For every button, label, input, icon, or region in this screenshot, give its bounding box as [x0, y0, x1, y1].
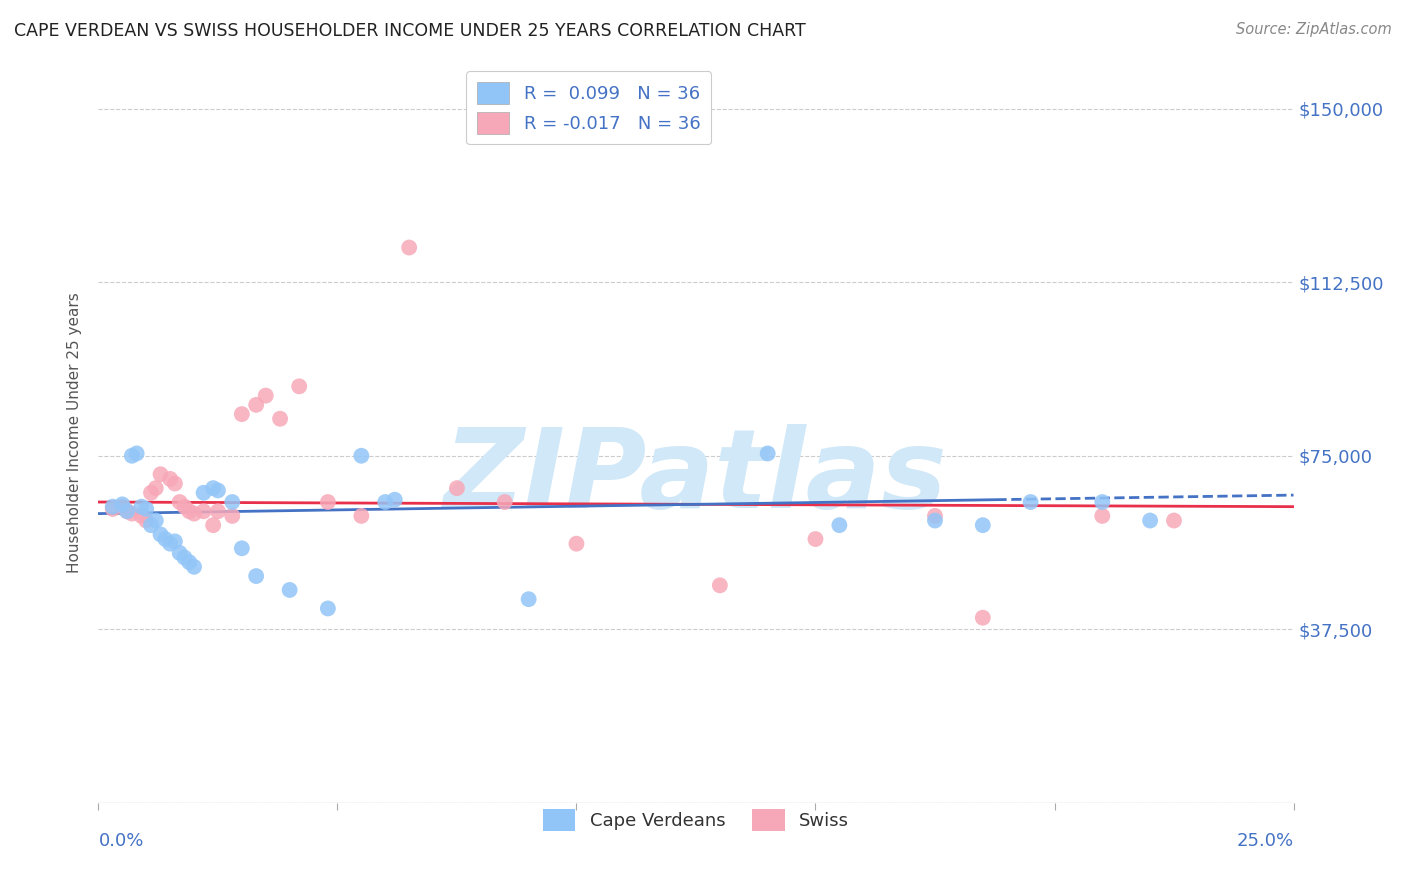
Point [398, 240, 420, 255]
Point [350, 508, 373, 523]
Text: CAPE VERDEAN VS SWISS HOUSEHOLDER INCOME UNDER 25 YEARS CORRELATION CHART: CAPE VERDEAN VS SWISS HOUSEHOLDER INCOME… [14, 22, 806, 40]
Point [121, 507, 143, 521]
Point [245, 569, 267, 583]
Point [159, 536, 181, 550]
Point [828, 518, 851, 533]
Text: ZIPatlas: ZIPatlas [444, 424, 948, 531]
Legend: Cape Verdeans, Swiss: Cape Verdeans, Swiss [536, 802, 856, 838]
Point [494, 495, 516, 509]
Point [183, 507, 205, 521]
Point [517, 592, 540, 607]
Point [288, 379, 311, 393]
Text: 0.0%: 0.0% [98, 832, 143, 850]
Point [193, 504, 215, 518]
Point [115, 504, 138, 518]
Point [231, 407, 253, 421]
Point [145, 481, 167, 495]
Point [1019, 495, 1042, 509]
Point [565, 536, 588, 550]
Point [207, 504, 229, 518]
Point [163, 534, 186, 549]
Point [709, 578, 731, 592]
Point [221, 495, 243, 509]
Point [446, 481, 468, 495]
Point [139, 518, 162, 533]
Point [221, 508, 243, 523]
Point [207, 483, 229, 498]
Point [149, 467, 172, 482]
Point [125, 446, 148, 460]
Point [173, 500, 195, 514]
Point [121, 449, 143, 463]
Point [202, 518, 225, 533]
Point [149, 527, 172, 541]
Point [1091, 495, 1114, 509]
Point [804, 532, 827, 546]
Y-axis label: Householder Income Under 25 years: Householder Income Under 25 years [67, 293, 83, 573]
Point [316, 601, 339, 615]
Point [145, 514, 167, 528]
Point [1139, 514, 1161, 528]
Point [111, 500, 134, 514]
Text: Source: ZipAtlas.com: Source: ZipAtlas.com [1236, 22, 1392, 37]
Point [169, 495, 191, 509]
Point [155, 532, 177, 546]
Point [115, 504, 138, 518]
Point [972, 518, 994, 533]
Point [193, 485, 215, 500]
Point [316, 495, 339, 509]
Point [231, 541, 253, 556]
Point [163, 476, 186, 491]
Point [254, 388, 277, 402]
Point [131, 500, 153, 514]
Point [159, 472, 181, 486]
Point [111, 497, 134, 511]
Point [101, 502, 124, 516]
Point [183, 559, 205, 574]
Point [179, 555, 201, 569]
Point [131, 508, 153, 523]
Point [972, 610, 994, 624]
Point [756, 446, 779, 460]
Point [278, 582, 301, 597]
Point [139, 485, 162, 500]
Point [374, 495, 396, 509]
Point [1091, 508, 1114, 523]
Point [1163, 514, 1185, 528]
Point [169, 546, 191, 560]
Point [384, 492, 406, 507]
Point [173, 550, 195, 565]
Point [924, 508, 946, 523]
Point [245, 398, 267, 412]
Point [101, 500, 124, 514]
Point [202, 481, 225, 495]
Point [924, 514, 946, 528]
Point [269, 411, 291, 425]
Point [179, 504, 201, 518]
Point [135, 502, 157, 516]
Point [350, 449, 373, 463]
Text: 25.0%: 25.0% [1236, 832, 1294, 850]
Point [135, 514, 157, 528]
